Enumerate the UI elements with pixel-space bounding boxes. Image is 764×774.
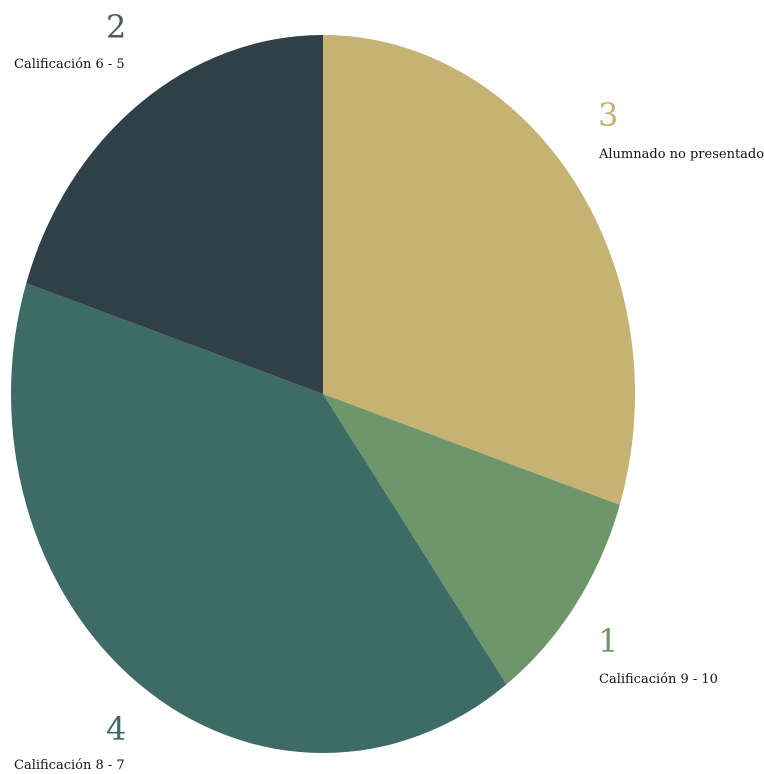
pie-slices	[11, 35, 635, 753]
slice-label-calificacion-6-5: Calificación 6 - 5	[14, 57, 125, 72]
pie-slice-calificacion-6-5	[26, 35, 324, 394]
slice-value-alumnado-no-presentados: 3	[598, 96, 618, 134]
slice-value-calificacion-9-10: 1	[598, 622, 618, 660]
slice-label-alumnado-no-presentados: Alumnado no presentados	[598, 147, 764, 162]
slice-value-calificacion-8-7: 4	[106, 710, 126, 748]
slice-label-calificacion-9-10: Calificación 9 - 10	[599, 672, 718, 687]
pie-slice-alumnado-no-presentados	[323, 35, 635, 505]
slice-value-calificacion-6-5: 2	[106, 8, 126, 46]
pie-slice-calificacion-9-10	[323, 394, 620, 685]
pie-slice-calificacion-8-7	[11, 283, 507, 753]
slice-label-calificacion-8-7: Calificación 8 - 7	[14, 758, 125, 773]
